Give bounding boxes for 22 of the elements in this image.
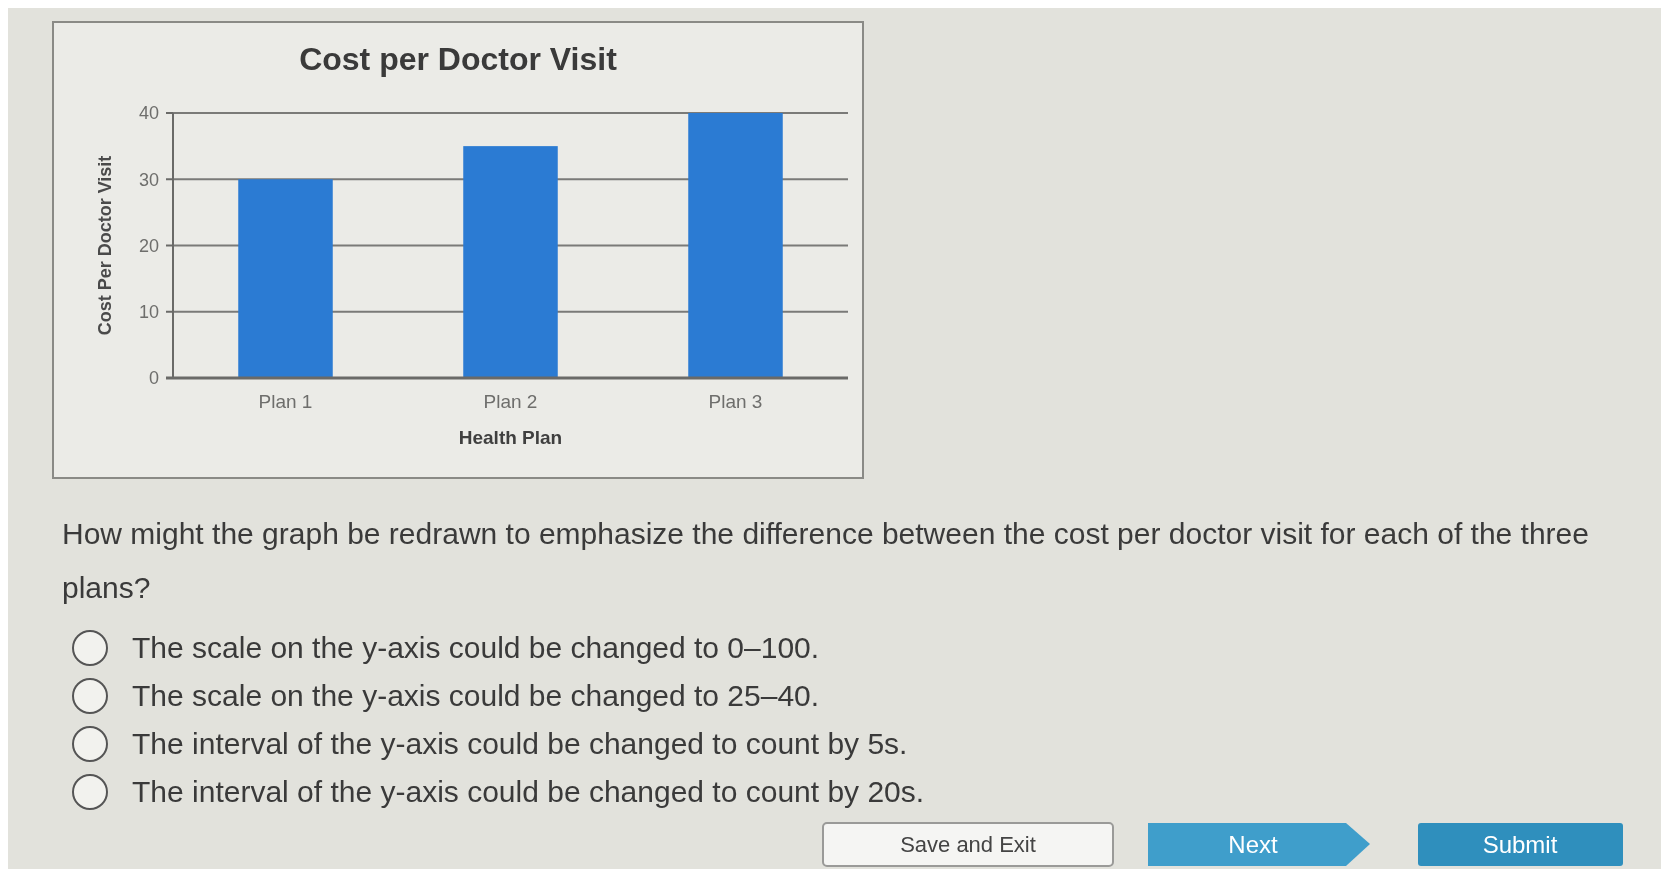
text: The scale on the y-axis could be changed to 0–100. (132, 631, 820, 664)
text: How might the graph be redrawn to emphasize the difference between the cost per doctor visit for each of the three plans? (62, 517, 1589, 604)
y-tick-label: 0 (148, 368, 159, 389)
bar (688, 113, 783, 378)
x-tick-label: Plan 2 (483, 391, 538, 412)
submit-button: Submit (1418, 823, 1623, 866)
save-and-exit-button: Save and Exit (822, 822, 1114, 867)
y-tick-label: 10 (138, 302, 159, 323)
x-axis-title: Health Plan (458, 427, 563, 448)
next-button: Next (1148, 823, 1370, 866)
y-axis-title: Cost Per Doctor Visit (95, 155, 115, 336)
chart-title: Cost per Doctor Visit (299, 41, 618, 77)
bar (238, 179, 333, 378)
y-tick-label: 40 (138, 103, 159, 124)
y-tick-label: 30 (138, 169, 159, 190)
text: The interval of the y-axis could be changed to count by 20s. (132, 775, 925, 808)
text: The interval of the y-axis could be changed to count by 5s. (132, 727, 908, 760)
text: The scale on the y-axis could be changed to 25–40. (132, 679, 820, 712)
x-tick-label: Plan 3 (708, 391, 763, 412)
x-tick-label: Plan 1 (258, 391, 313, 412)
bar (463, 146, 558, 378)
y-tick-label: 20 (138, 235, 159, 256)
